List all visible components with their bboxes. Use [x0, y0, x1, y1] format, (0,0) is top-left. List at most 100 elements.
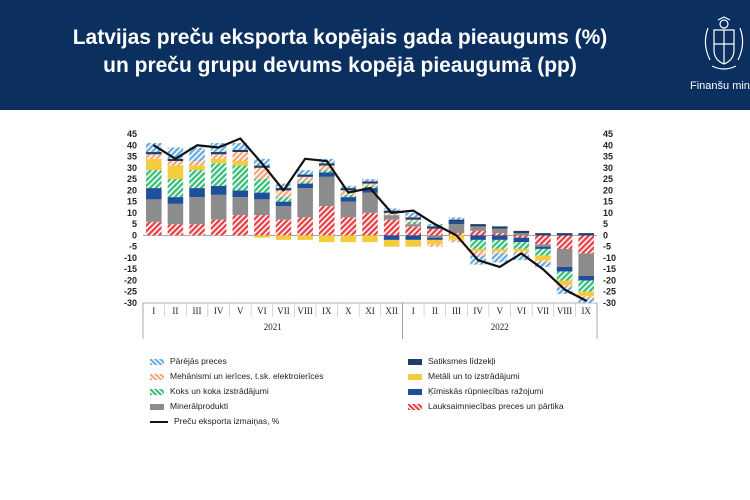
bar-segment-metali-un-to-izstradajumi: [232, 161, 249, 166]
bar-segment-lauksaimniecibas-preces-un-partika: [146, 221, 162, 236]
bar-segment-mehanismi-un-ierices-t-sk-elektroierices: [491, 251, 508, 254]
y-tick-label-right: 15: [603, 197, 613, 207]
bar-segment-metali-un-to-izstradajumi: [535, 255, 551, 261]
bar-segment-parejas-preces: [383, 208, 400, 211]
header-banner: Latvijas preču eksporta kopējais gada pi…: [0, 0, 750, 110]
bar-segment-lauksaimniecibas-preces-un-partika: [254, 215, 270, 236]
legend-item-lauksaimniecibas-preces-un-partika: Lauksaimniecības preces un pārtika: [408, 399, 564, 413]
x-tick-label: III: [452, 306, 461, 316]
bar-segment-metali-un-to-izstradajumi: [362, 235, 378, 243]
y-tick-label-left: 30: [127, 163, 137, 173]
bar-segment-koks-un-koka-izstradajumi: [210, 163, 227, 186]
bar-segment-mehanismi-un-ierices-t-sk-elektroierices: [578, 296, 594, 299]
bar-segment-koks-un-koka-izstradajumi: [405, 221, 422, 225]
bar-segment-metali-un-to-izstradajumi: [167, 165, 184, 180]
legend-label: Satiksmes līdzekļi: [428, 356, 496, 366]
export-change-point: [455, 234, 458, 237]
bar-segment-mineralprodukti: [189, 197, 205, 225]
bar-segment-kimiskas-rupniecibas-razojumi: [232, 190, 249, 198]
bar-segment-mehanismi-un-ierices-t-sk-elektroierices: [448, 239, 465, 243]
y-tick-label-right: -5: [603, 242, 611, 252]
legend-label: Ķīmiskās rūpniecības ražojumi: [428, 386, 544, 396]
export-change-point: [304, 157, 307, 160]
y-tick-label-left: 25: [127, 174, 137, 184]
bar-segment-koks-un-koka-izstradajumi: [578, 280, 594, 292]
bar-segment-metali-un-to-izstradajumi: [275, 235, 292, 240]
bar-segment-kimiskas-rupniecibas-razojumi: [167, 197, 184, 204]
x-tick-label: VII: [277, 306, 290, 316]
bar-segment-kimiskas-rupniecibas-razojumi: [491, 235, 508, 240]
y-tick-label-right: 5: [603, 219, 608, 229]
bar-segment-mineralprodukti: [383, 215, 400, 220]
bar-segment-satiksmes-lidzekli: [297, 174, 313, 177]
legend-label: Minerālprodukti: [170, 401, 229, 411]
bar-segment-koks-un-koka-izstradajumi: [556, 271, 573, 281]
x-tick-label: VIII: [297, 306, 313, 316]
y-tick-label-left: -15: [124, 264, 137, 274]
x-tick-label: IX: [322, 306, 332, 316]
bar-segment-kimiskas-rupniecibas-razojumi: [448, 221, 465, 225]
bar-segment-kimiskas-rupniecibas-razojumi: [297, 183, 313, 189]
bar-segment-satiksmes-lidzekli: [167, 158, 184, 162]
bar-segment-mineralprodukti: [275, 206, 292, 220]
legend-label: Mehānismi un ierīces, t.sk. elektroierīc…: [170, 371, 324, 381]
legend-swatch: [408, 373, 422, 380]
title-line-1: Latvijas preču eksporta kopējais gada pi…: [72, 26, 608, 49]
bar-segment-metali-un-to-izstradajumi: [578, 291, 594, 297]
legend-swatch: [408, 403, 422, 410]
bar-segment-koks-un-koka-izstradajumi: [362, 185, 378, 189]
bar-segment-parejas-preces: [513, 253, 530, 261]
bar-segment-lauksaimniecibas-preces-un-partika: [318, 206, 335, 236]
year-label: 2022: [491, 322, 509, 332]
bar-segment-satiksmes-lidzekli: [491, 226, 508, 229]
bar-segment-parejas-preces: [189, 147, 205, 162]
bar-segment-kimiskas-rupniecibas-razojumi: [254, 192, 270, 200]
x-tick-label: V: [237, 306, 244, 316]
bar-segment-satiksmes-lidzekli: [535, 233, 551, 236]
bar-segment-lauksaimniecibas-preces-un-partika: [362, 212, 378, 236]
bar-segment-parejas-preces: [448, 217, 465, 220]
bar-segment-lauksaimniecibas-preces-un-partika: [578, 235, 594, 254]
bar-segment-lauksaimniecibas-preces-un-partika: [297, 217, 313, 236]
bar-segment-mineralprodukti: [578, 253, 594, 276]
y-tick-label-right: 10: [603, 208, 613, 218]
export-growth-chart: -30 -30-25 -25-20 -20-15 -15-10 -10-5 -50 05 510…: [124, 129, 616, 339]
bar-segment-satiksmes-lidzekli: [427, 226, 443, 229]
y-tick-label-left: 40: [127, 140, 137, 150]
x-tick-label: IX: [581, 306, 591, 316]
bar-segment-mineralprodukti: [405, 224, 422, 227]
bar-segment-metali-un-to-izstradajumi: [448, 235, 465, 240]
legend-swatch: [150, 358, 164, 365]
bar-segment-mineralprodukti: [427, 235, 443, 238]
bar-segment-mehanismi-un-ierices-t-sk-elektroierices: [146, 154, 162, 159]
export-change-point: [152, 144, 155, 147]
legend-item-precu-eksporta-izmainas: Preču eksporta izmaiņas, %: [150, 414, 279, 428]
bar-segment-mineralprodukti: [491, 228, 508, 234]
bar-segment-koks-un-koka-izstradajumi: [167, 179, 184, 198]
bar-segment-lauksaimniecibas-preces-un-partika: [232, 215, 249, 236]
legend-label: Metāli un to izstrādājumi: [428, 371, 520, 381]
bar-segment-kimiskas-rupniecibas-razojumi: [210, 185, 227, 195]
y-tick-label-right: -10: [603, 253, 616, 263]
bar-segment-koks-un-koka-izstradajumi: [318, 170, 335, 173]
y-tick-label-right: -15: [603, 264, 616, 274]
legend-item-koks-un-koka-izstradajumi: Koks un koka izstrādājumi: [150, 384, 269, 398]
legend-label: Preču eksporta izmaiņas, %: [174, 416, 280, 426]
bar-segment-metali-un-to-izstradajumi: [513, 248, 530, 252]
y-tick-label-right: 45: [603, 129, 613, 139]
bar-segment-parejas-preces: [167, 147, 184, 159]
bar-segment-satiksmes-lidzekli: [318, 163, 335, 166]
export-change-point: [412, 209, 415, 212]
x-tick-label: IV: [473, 306, 483, 316]
bar-segment-metali-un-to-izstradajumi: [556, 280, 573, 285]
bar-segment-lauksaimniecibas-preces-un-partika: [210, 219, 227, 236]
bar-segment-lauksaimniecibas-preces-un-partika: [189, 224, 205, 236]
bar-segment-satiksmes-lidzekli: [362, 181, 378, 184]
bar-segment-mehanismi-un-ierices-t-sk-elektroierices: [167, 161, 184, 166]
bar-segment-mineralprodukti: [167, 203, 184, 225]
title-line-2: un preču grupu devums kopējā pieaugumā (…: [103, 54, 577, 77]
bar-segment-mehanismi-un-ierices-t-sk-elektroierices: [513, 251, 530, 254]
bar-segment-metali-un-to-izstradajumi: [470, 248, 486, 252]
bar-segment-lauksaimniecibas-preces-un-partika: [491, 233, 508, 236]
bar-segment-mineralprodukti: [254, 199, 270, 216]
